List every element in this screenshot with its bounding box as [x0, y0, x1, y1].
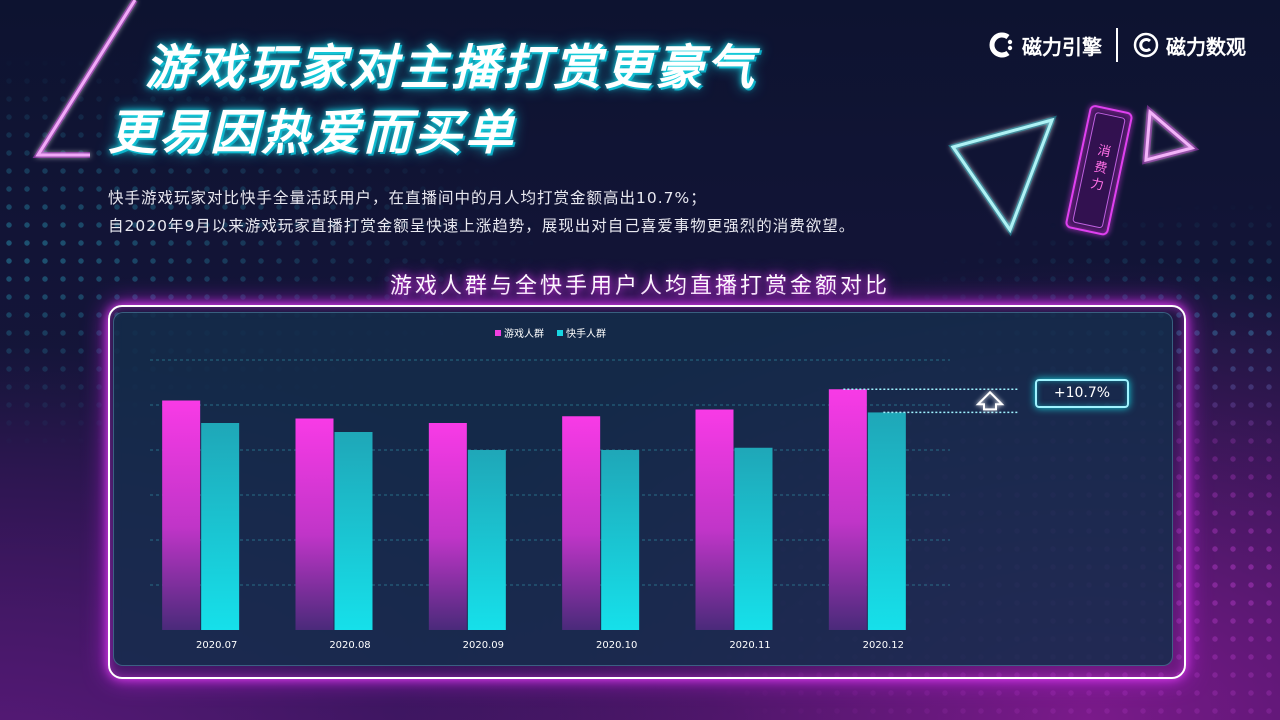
logo-cili-engine: 磁力引擎 [988, 31, 1102, 60]
legend-swatch [495, 330, 501, 336]
x-tick-label: 2020.08 [329, 640, 370, 651]
description: 快手游戏玩家对比快手全量活跃用户，在直播间中的月人均打赏金额高出10.7%； 自… [108, 184, 1008, 240]
page-title-line1: 游戏玩家对主播打赏更豪气 [145, 40, 758, 96]
chart-title: 游戏人群与全快手用户人均直播打赏金额对比 [389, 274, 890, 299]
logo-divider [1116, 28, 1118, 62]
cili-engine-icon [989, 32, 1013, 58]
bar-game [828, 389, 867, 630]
bar-game [562, 416, 601, 630]
bar-all [467, 450, 506, 630]
bar-all [334, 432, 373, 630]
bar-all [601, 450, 640, 630]
growth-badge: +10.7% [1035, 379, 1129, 408]
bar-all [867, 412, 906, 630]
bar-game [695, 409, 734, 630]
logo-cili-data: 磁力数观 [1132, 31, 1246, 60]
bar-all [201, 423, 240, 630]
up-arrow-icon [975, 390, 1005, 411]
neon-triangle-cyan [950, 117, 1055, 234]
legend-swatch [557, 330, 563, 336]
page-title-line2: 更易因热爱而买单 [108, 105, 517, 161]
brand-logos: 磁力引擎 磁力数观 [988, 28, 1246, 62]
x-tick-label: 2020.10 [596, 640, 637, 651]
description-line2: 自2020年9月以来游戏玩家直播打赏金额呈快速上涨趋势，展现出对自己喜爱事物更强… [108, 217, 856, 235]
legend-label: 游戏人群 [504, 327, 544, 340]
chart-panel-frame [108, 305, 1186, 679]
description-line1: 快手游戏玩家对比快手全量活跃用户，在直播间中的月人均打赏金额高出10.7%； [108, 189, 707, 207]
bar-game [162, 400, 201, 630]
legend-label: 快手人群 [566, 327, 606, 340]
cili-data-icon [1133, 32, 1159, 58]
bar-all [734, 447, 773, 630]
bar-game [428, 423, 467, 630]
neon-triangle-magenta [1144, 108, 1196, 162]
x-tick-label: 2020.07 [196, 640, 237, 651]
x-tick-label: 2020.09 [463, 640, 504, 651]
chart-panel [113, 312, 1173, 666]
x-tick-label: 2020.11 [729, 640, 770, 651]
bar-game [295, 418, 334, 630]
logo-left-text: 磁力引擎 [1022, 34, 1102, 59]
neon-slash-line [35, 0, 137, 157]
consumption-tag [1065, 105, 1133, 236]
x-tick-label: 2020.12 [863, 640, 904, 651]
logo-right-text: 磁力数观 [1166, 34, 1246, 59]
